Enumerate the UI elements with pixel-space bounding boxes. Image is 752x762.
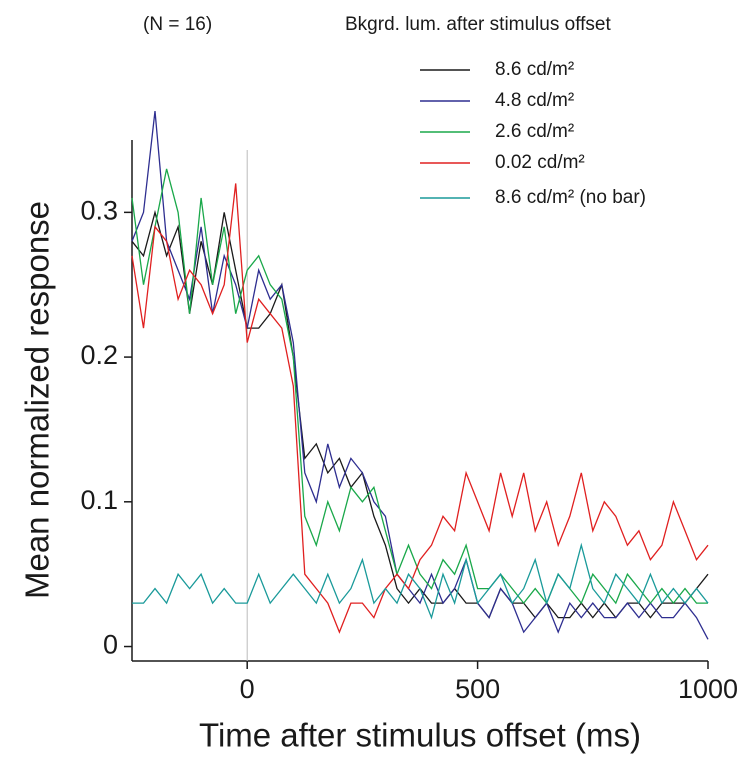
y-tick-label: 0.1 <box>80 485 118 515</box>
y-tick-label: 0 <box>103 630 118 660</box>
data-line <box>131 183 709 634</box>
annotation: (N = 16) <box>143 14 212 35</box>
legend-label: 8.6 cd/m² <box>495 59 574 80</box>
legend-label: 8.6 cd/m² (no bar) <box>495 187 646 208</box>
data-line <box>131 168 708 605</box>
legend-label: 0.02 cd/m² <box>495 152 585 173</box>
y-tick-label: 0.3 <box>80 195 118 225</box>
legend-label: 2.6 cd/m² <box>495 121 574 142</box>
legend-label: 4.8 cd/m² <box>495 90 574 111</box>
x-axis-label: Time after stimulus offset (ms) <box>199 717 641 754</box>
data-line <box>132 542 709 620</box>
x-tick-label: 0 <box>240 674 255 704</box>
data-line <box>131 111 709 640</box>
legend-title: Bkgrd. lum. after stimulus offset <box>345 14 611 35</box>
y-axis-label: Mean normalized response <box>19 201 56 599</box>
data-line <box>131 209 709 619</box>
x-tick-label: 500 <box>455 674 500 704</box>
y-tick-label: 0.2 <box>80 340 118 370</box>
x-tick-label: 1000 <box>678 674 738 704</box>
